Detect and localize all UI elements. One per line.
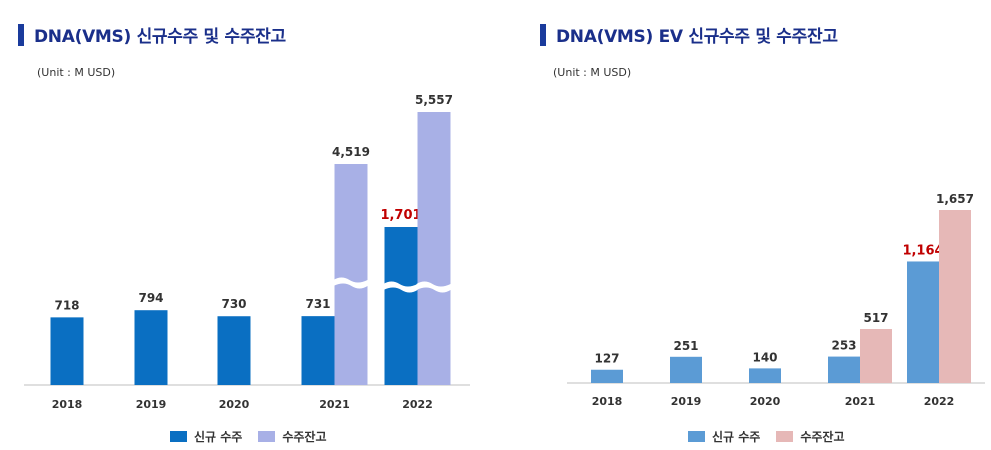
bar-new-orders-2021 [828, 356, 860, 383]
right-legend-new-orders: 신규 수주 [688, 428, 760, 445]
bar-new-orders-2022 [907, 261, 939, 383]
bar-backlog-2021 [860, 329, 892, 383]
left-legend: 신규 수주 수주잔고 [170, 428, 343, 445]
right-unit-label: (Unit : M USD) [553, 66, 632, 79]
x-tick-label-2022: 2022 [924, 395, 955, 408]
right-bar-chart: 127 2018 251 2019 140 2020 253 517 2021 1,164 1,65… [567, 192, 985, 408]
left-legend-backlog: 수주잔고 [258, 428, 327, 445]
bar-new-orders-2019 [134, 310, 168, 385]
bar-new-orders-2018 [50, 317, 84, 385]
x-tick-label-2021: 2021 [319, 398, 350, 411]
legend-label-new: 신규 수주 [712, 430, 761, 444]
legend-swatch-new [688, 431, 705, 442]
x-tick-label-2018: 2018 [52, 398, 83, 411]
axis-break-backlog-2022 [416, 281, 451, 293]
x-tick-label-2020: 2020 [219, 398, 250, 411]
legend-swatch-backlog [776, 431, 794, 442]
left-chart-title: DNA(VMS) 신규수주 및 수주잔고 [34, 27, 286, 47]
bar-backlog-2022 [939, 210, 971, 383]
value-label-new-2021: 731 [305, 297, 330, 311]
right-chart-title-row: DNA(VMS) EV 신규수주 및 수주잔고 [540, 22, 838, 47]
value-label-new-2019: 794 [138, 291, 163, 305]
legend-swatch-new [170, 431, 187, 442]
bar-new-orders-2020 [749, 368, 781, 383]
right-chart-panel: DNA(VMS) EV 신규수주 및 수주잔고 (Unit : M USD) 1… [515, 0, 991, 450]
right-chart-title: DNA(VMS) EV 신규수주 및 수주잔고 [556, 27, 838, 47]
x-tick-label-2021: 2021 [845, 395, 876, 408]
left-chart-title-row: DNA(VMS) 신규수주 및 수주잔고 [18, 22, 286, 47]
title-accent-bar [540, 23, 546, 46]
value-label-new-2022: 1,701 [380, 208, 421, 223]
x-tick-label-2019: 2019 [136, 398, 167, 411]
bar-backlog-2022 [417, 112, 451, 385]
legend-label-new: 신규 수주 [194, 430, 243, 444]
legend-label-backlog: 수주잔고 [800, 430, 845, 444]
value-label-new-2018: 127 [594, 352, 619, 366]
bar-backlog-2021 [334, 164, 368, 385]
legend-swatch-backlog [258, 431, 276, 442]
bar-new-orders-2019 [670, 356, 702, 383]
value-label-backlog-2021: 4,519 [332, 145, 370, 159]
right-legend-backlog: 수주잔고 [776, 428, 845, 445]
value-label-new-2018: 718 [54, 298, 79, 312]
left-legend-new-orders: 신규 수주 [170, 428, 242, 445]
left-chart-panel: DNA(VMS) 신규수주 및 수주잔고 (Unit : M USD) 718 2… [0, 0, 495, 450]
value-label-backlog-2021: 517 [863, 311, 888, 325]
x-tick-label-2019: 2019 [671, 395, 702, 408]
bar-new-orders-2018 [591, 369, 623, 383]
axis-break-backlog-2021 [333, 277, 368, 289]
value-label-new-2021: 253 [831, 339, 856, 353]
bar-new-orders-2022 [384, 227, 418, 385]
bar-new-orders-2021 [301, 316, 335, 385]
axis-break-new-2022 [383, 281, 418, 293]
left-bar-chart: 718 2018 794 2019 730 2020 731 4,519 2021 1,701 5,… [24, 93, 470, 411]
value-label-new-2020: 140 [752, 350, 777, 364]
right-legend: 신규 수주 수주잔고 [688, 428, 861, 445]
left-unit-label: (Unit : M USD) [37, 66, 116, 79]
value-label-backlog-2022: 1,657 [936, 192, 974, 206]
x-tick-label-2022: 2022 [402, 398, 433, 411]
x-tick-label-2018: 2018 [592, 395, 623, 408]
value-label-new-2022: 1,164 [902, 243, 943, 258]
bar-new-orders-2020 [217, 316, 251, 385]
x-tick-label-2020: 2020 [750, 395, 781, 408]
title-accent-bar [18, 23, 24, 46]
value-label-new-2020: 730 [221, 297, 246, 311]
legend-label-backlog: 수주잔고 [282, 430, 327, 444]
value-label-new-2019: 251 [673, 339, 698, 353]
value-label-backlog-2022: 5,557 [415, 93, 453, 107]
